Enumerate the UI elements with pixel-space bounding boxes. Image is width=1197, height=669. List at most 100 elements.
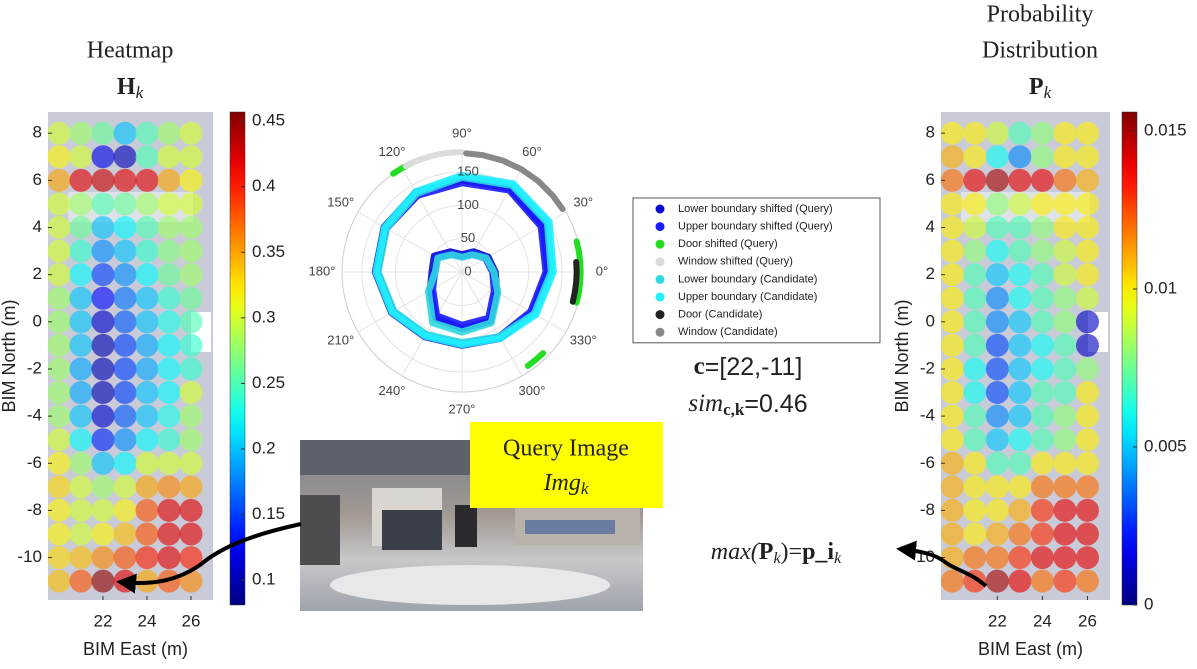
heat-cell <box>1076 546 1099 569</box>
heat-cell <box>48 475 71 498</box>
theta-tick-label: 300° <box>519 383 546 398</box>
heat-cell <box>180 334 203 357</box>
heatmap: 22242686420-2-4-6-8-10BIM East (m)BIM No… <box>0 38 285 659</box>
heat-cell <box>136 216 159 239</box>
heat-cell <box>180 499 203 522</box>
heat-cell <box>70 334 93 357</box>
y-tick-label: 0 <box>926 311 935 330</box>
legend-label: Upper boundary shifted (Query) <box>678 221 833 233</box>
theta-tick-label: 60° <box>522 144 542 159</box>
heat-cell <box>1008 428 1031 451</box>
heat-cell <box>986 216 1009 239</box>
heat-cell <box>158 192 181 215</box>
heat-cell <box>1008 216 1031 239</box>
colorbar-tick-label: 0.45 <box>252 111 285 130</box>
heat-cell <box>1031 452 1054 475</box>
colorbar-tick-label: 0.15 <box>252 504 285 523</box>
heat-cell <box>1031 216 1054 239</box>
middle: )= <box>781 539 803 565</box>
theta-tick-label: 270° <box>449 401 476 416</box>
subscript: k <box>581 479 589 498</box>
heat-cell <box>158 357 181 380</box>
heat-cell <box>1031 546 1054 569</box>
colorbar-tick-label: 0.35 <box>252 242 285 261</box>
colorbar-tick-label: 0.2 <box>252 438 276 457</box>
subscript: k <box>1044 83 1052 102</box>
heat-cell <box>1076 263 1099 286</box>
heat-cell <box>92 522 115 545</box>
heat-cell <box>114 499 137 522</box>
heat-cell <box>92 570 115 593</box>
theta-tick-label: 150° <box>327 194 354 209</box>
heat-cell <box>92 216 115 239</box>
query-label: Query Image <box>503 436 629 462</box>
y-tick-label: 6 <box>926 170 935 189</box>
heat-cell <box>92 405 115 428</box>
heat-cell <box>70 570 93 593</box>
heat-cell <box>963 169 986 192</box>
heat-cell <box>1076 405 1099 428</box>
heat-cell <box>180 263 203 286</box>
colorbar-tick-label: 0.3 <box>252 307 276 326</box>
heat-cell <box>1076 452 1099 475</box>
heat-cell <box>114 405 137 428</box>
heat-cell <box>136 381 159 404</box>
heat-cell <box>963 428 986 451</box>
heat-cell <box>941 475 964 498</box>
heat-cell <box>114 145 137 168</box>
heat-cell <box>158 381 181 404</box>
heat-cell <box>70 216 93 239</box>
heat-cell <box>986 310 1009 333</box>
heat-cell <box>92 122 115 145</box>
heat-cell <box>70 169 93 192</box>
heat-cell <box>70 522 93 545</box>
heat-cell <box>1076 357 1099 380</box>
symbol: H <box>117 74 136 100</box>
legend: Lower boundary shifted (Query)Upper boun… <box>633 198 880 343</box>
heat-cell <box>70 381 93 404</box>
heat-cell <box>70 240 93 263</box>
legend-marker <box>656 310 665 319</box>
heat-cell <box>1008 310 1031 333</box>
heat-cell <box>963 122 986 145</box>
heat-cell <box>70 452 93 475</box>
y-tick-label: -4 <box>27 406 42 425</box>
r-tick-label: 150 <box>457 163 479 178</box>
heat-cell <box>114 240 137 263</box>
heat-cell <box>941 428 964 451</box>
heat-cell <box>114 452 137 475</box>
symbol: c <box>694 353 705 380</box>
legend-marker <box>656 257 665 266</box>
heat-cell <box>1008 522 1031 545</box>
heat-cell <box>1008 240 1031 263</box>
x-axis-label: BIM East (m) <box>83 639 188 659</box>
heat-cell <box>963 522 986 545</box>
chart-title-symbol: Hk <box>117 74 144 102</box>
heat-cell <box>986 428 1009 451</box>
heat-cell <box>1008 169 1031 192</box>
heat-cell <box>1008 192 1031 215</box>
heat-cell <box>1076 334 1099 357</box>
heat-cell <box>986 145 1009 168</box>
y-axis-label: BIM North (m) <box>0 299 19 412</box>
heat-cell <box>92 499 115 522</box>
legend-label: Lower boundary (Candidate) <box>678 273 817 285</box>
heat-cell <box>1076 428 1099 451</box>
heat-cell <box>1008 452 1031 475</box>
heat-cell <box>1053 334 1076 357</box>
heat-cell <box>70 475 93 498</box>
heat-cell <box>963 216 986 239</box>
heat-cell <box>92 357 115 380</box>
heat-cell <box>70 405 93 428</box>
heat-cell <box>1031 522 1054 545</box>
heat-cell <box>180 169 203 192</box>
y-tick-label: 4 <box>926 217 935 236</box>
result: p_i <box>802 539 834 565</box>
y-tick-label: 2 <box>926 264 935 283</box>
heat-cell <box>963 334 986 357</box>
heat-cell <box>70 310 93 333</box>
symbol: P <box>1029 74 1044 100</box>
heat-cell <box>1053 522 1076 545</box>
heat-cell <box>963 499 986 522</box>
